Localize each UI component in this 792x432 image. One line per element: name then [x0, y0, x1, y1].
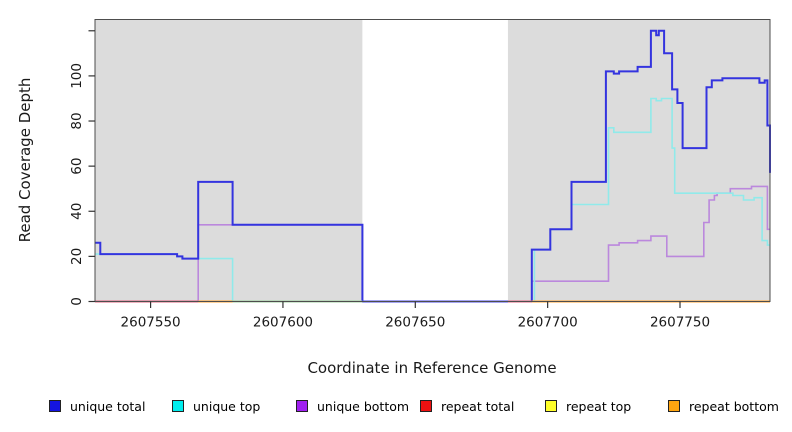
legend-label: repeat bottom	[689, 398, 779, 414]
legend-item-unique-top: unique top	[172, 398, 260, 414]
legend-label: unique top	[193, 398, 261, 414]
series-unique-total	[95, 29, 771, 303]
y-tick-label: 60	[69, 158, 85, 175]
y-tick-label: 40	[69, 203, 85, 220]
legend-item-unique-bottom: unique bottom	[296, 398, 409, 414]
y-tick-label: 100	[69, 63, 85, 89]
legend-item-repeat-total: repeat total	[420, 398, 514, 414]
x-tick-label: 2607750	[650, 315, 710, 331]
plot-border	[94, 19, 771, 302]
legend-label: repeat top	[566, 398, 632, 414]
x-tick-label: 2607600	[253, 315, 313, 331]
legend-swatch-icon	[172, 400, 184, 412]
y-tick-label: 80	[69, 112, 85, 129]
legend-item-repeat-bottom: repeat bottom	[668, 398, 779, 414]
legend-swatch-icon	[49, 400, 61, 412]
legend-swatch-icon	[420, 400, 432, 412]
x-tick-label: 2607650	[385, 315, 445, 331]
legend-swatch-icon	[668, 400, 680, 412]
read-coverage-chart: 2607550 2607600 2607650 2607700 2607750 0 20 40…	[16, 19, 771, 377]
legend-item-repeat-top: repeat top	[545, 398, 631, 414]
y-tick-label: 0	[69, 297, 85, 306]
plot-area: 2607550 2607600 2607650 2607700 2607750 0 20 40…	[69, 19, 771, 331]
legend-label: repeat total	[441, 398, 515, 414]
legend-swatch-icon	[296, 400, 308, 412]
legend-label: unique total	[70, 398, 146, 414]
x-tick-label: 2607700	[518, 315, 578, 331]
x-tick-label: 2607550	[121, 315, 181, 331]
legend-item-unique-total: unique total	[49, 398, 145, 414]
legend-label: unique bottom	[317, 398, 410, 414]
y-axis-title: Read Coverage Depth	[16, 78, 34, 243]
legend-swatch-icon	[545, 400, 557, 412]
masked-region	[362, 20, 508, 301]
y-tick-label: 20	[69, 248, 85, 265]
x-axis-title: Coordinate in Reference Genome	[307, 359, 556, 377]
legend: unique total unique top unique bottom repea…	[0, 398, 792, 418]
